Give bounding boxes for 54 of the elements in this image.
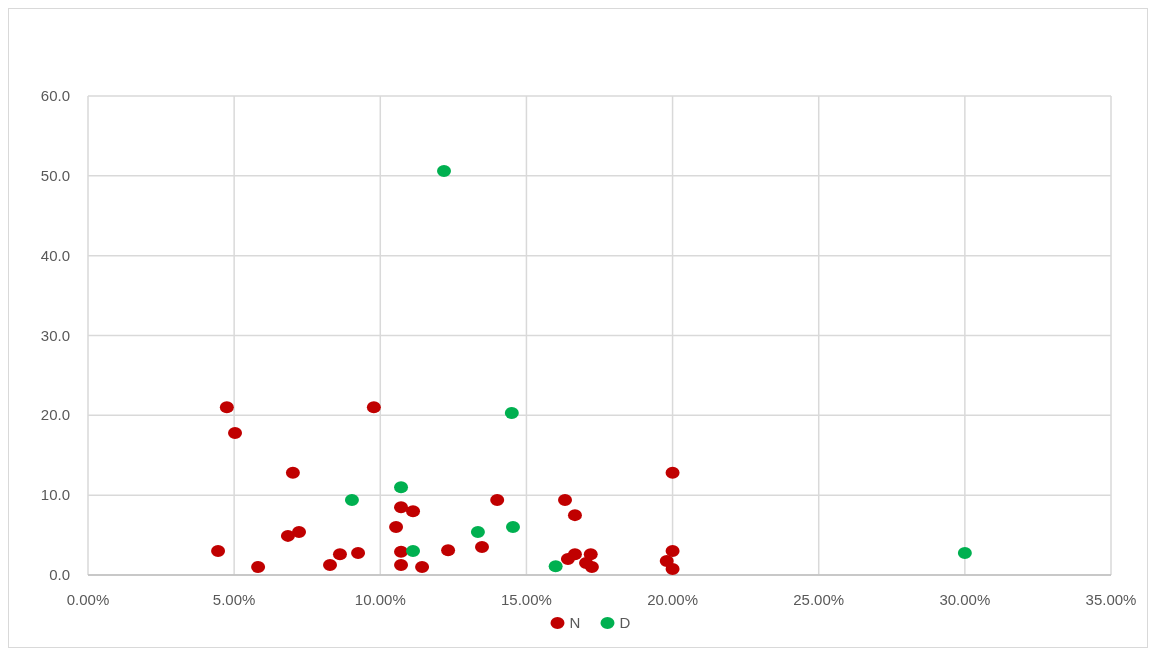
point — [280, 529, 295, 542]
point — [292, 525, 307, 538]
point — [415, 561, 430, 574]
point — [251, 561, 266, 574]
point — [505, 521, 520, 534]
point — [567, 548, 582, 561]
y-tick-label: 20.0 — [40, 406, 70, 424]
x-tick-label: 30.00% — [939, 591, 991, 608]
point — [323, 559, 338, 572]
x-tick-label: 25.00% — [793, 591, 845, 608]
point — [228, 426, 243, 439]
point — [665, 563, 680, 576]
point — [394, 559, 409, 572]
y-tick-label: 10.0 — [40, 486, 70, 504]
y-tick-label: 60.0 — [40, 87, 70, 104]
point — [285, 466, 300, 479]
y-tick-label: 30.0 — [40, 326, 70, 344]
legend-label: N — [569, 614, 581, 631]
point — [344, 493, 359, 506]
point — [584, 561, 599, 574]
point — [665, 545, 680, 558]
point — [394, 545, 409, 558]
point — [389, 521, 404, 534]
point — [366, 401, 381, 414]
point — [406, 545, 421, 558]
point — [665, 466, 680, 479]
x-tick-label: 35.00% — [1085, 591, 1137, 608]
point — [583, 548, 598, 561]
point — [504, 406, 519, 419]
point — [475, 541, 489, 554]
x-tick-label: 15.00% — [500, 591, 552, 608]
x-tick-label: 10.00% — [354, 591, 406, 608]
point — [394, 481, 409, 494]
y-tick-label: 40.0 — [40, 246, 70, 264]
point — [406, 505, 421, 518]
x-tick-label: 0.00% — [66, 591, 110, 608]
point — [548, 560, 563, 573]
x-tick-label: 20.00% — [647, 591, 699, 608]
point — [351, 547, 366, 560]
point — [441, 544, 456, 557]
y-tick-label: 0.0 — [49, 566, 70, 583]
point — [558, 493, 573, 506]
point — [219, 401, 234, 414]
point — [957, 547, 972, 560]
y-tick-label: 50.0 — [40, 166, 70, 184]
point — [490, 493, 505, 506]
point — [211, 545, 226, 558]
point — [332, 548, 347, 561]
x-tick-label: 5.00% — [212, 591, 256, 608]
point — [394, 501, 409, 514]
point — [470, 525, 485, 538]
point — [567, 509, 582, 522]
legend-label: D — [619, 614, 631, 631]
point — [437, 165, 451, 178]
